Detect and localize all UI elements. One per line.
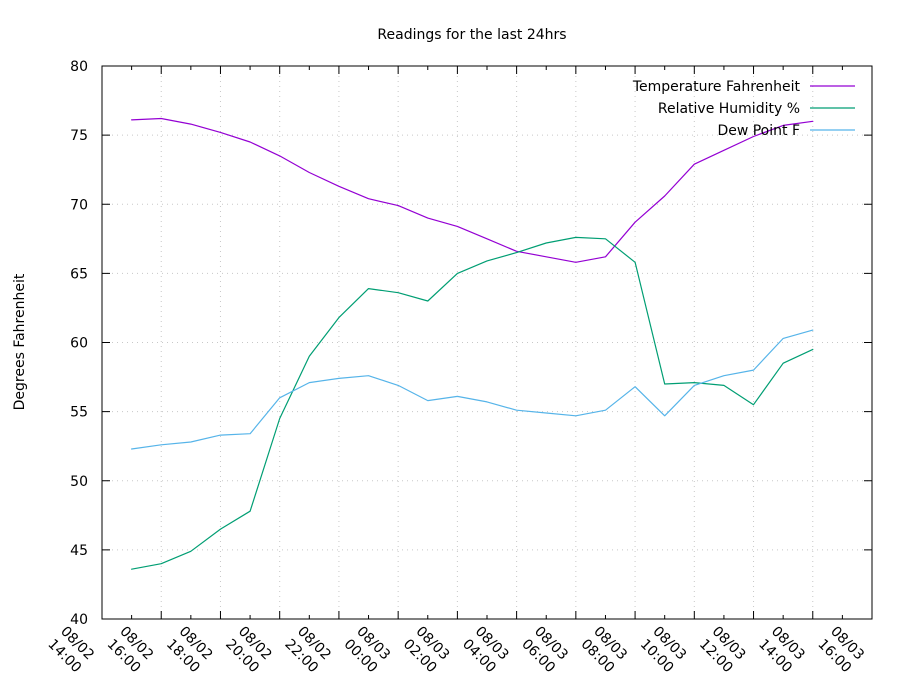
legend: Temperature Fahrenheit Relative Humidity …: [632, 79, 855, 139]
x-tick-label: 08/0220:00: [222, 624, 275, 677]
axis-ticks: [101, 65, 873, 620]
y-tick-label: 40: [70, 612, 88, 628]
x-tick-label: 08/0302:00: [400, 624, 453, 677]
legend-item: Temperature Fahrenheit: [632, 79, 855, 95]
x-tick-label: 08/0214:00: [44, 624, 97, 677]
y-tick-label: 60: [70, 336, 88, 352]
x-tick-label: 08/0308:00: [578, 624, 631, 677]
x-tick-label: 08/0222:00: [281, 624, 334, 677]
y-tick-labels: 40 45 50 55 60 65 70 75 80: [70, 59, 88, 628]
x-tick-label: 08/0306:00: [518, 624, 571, 677]
y-axis-label: Degrees Fahrenheit: [12, 273, 28, 410]
legend-item: Dew Point F: [717, 123, 855, 139]
x-tick-label: 08/0314:00: [755, 624, 808, 677]
chart-title: Readings for the last 24hrs: [377, 27, 566, 43]
x-tick-label: 08/0218:00: [163, 624, 216, 677]
legend-label: Temperature Fahrenheit: [632, 79, 801, 95]
series-line-temperature-fahrenheit: [131, 117, 814, 263]
legend-label: Dew Point F: [717, 123, 800, 139]
y-tick-label: 70: [70, 197, 88, 213]
x-tick-label: 08/0300:00: [341, 624, 394, 677]
y-tick-label: 45: [70, 543, 88, 559]
y-tick-label: 80: [70, 59, 88, 75]
x-tick-label: 08/0310:00: [637, 624, 690, 677]
x-tick-label: 08/0304:00: [459, 624, 512, 677]
series-line-relative-humidity: [131, 236, 814, 570]
x-tick-label: 08/0312:00: [696, 624, 749, 677]
x-tick-label: 08/0216:00: [104, 624, 157, 677]
y-tick-label: 75: [70, 128, 88, 144]
series-lines: [131, 117, 814, 570]
y-tick-label: 65: [70, 266, 88, 282]
legend-label: Relative Humidity %: [658, 101, 800, 117]
y-tick-label: 55: [70, 405, 88, 421]
series-line-dew-point-f: [131, 329, 814, 450]
x-tick-label: 08/0316:00: [814, 624, 867, 677]
legend-item: Relative Humidity %: [658, 101, 855, 117]
y-tick-label: 50: [70, 474, 88, 490]
grid: [101, 65, 873, 620]
x-tick-labels: 08/0214:00 08/0216:00 08/0218:00 08/0220:00…: [44, 624, 867, 677]
